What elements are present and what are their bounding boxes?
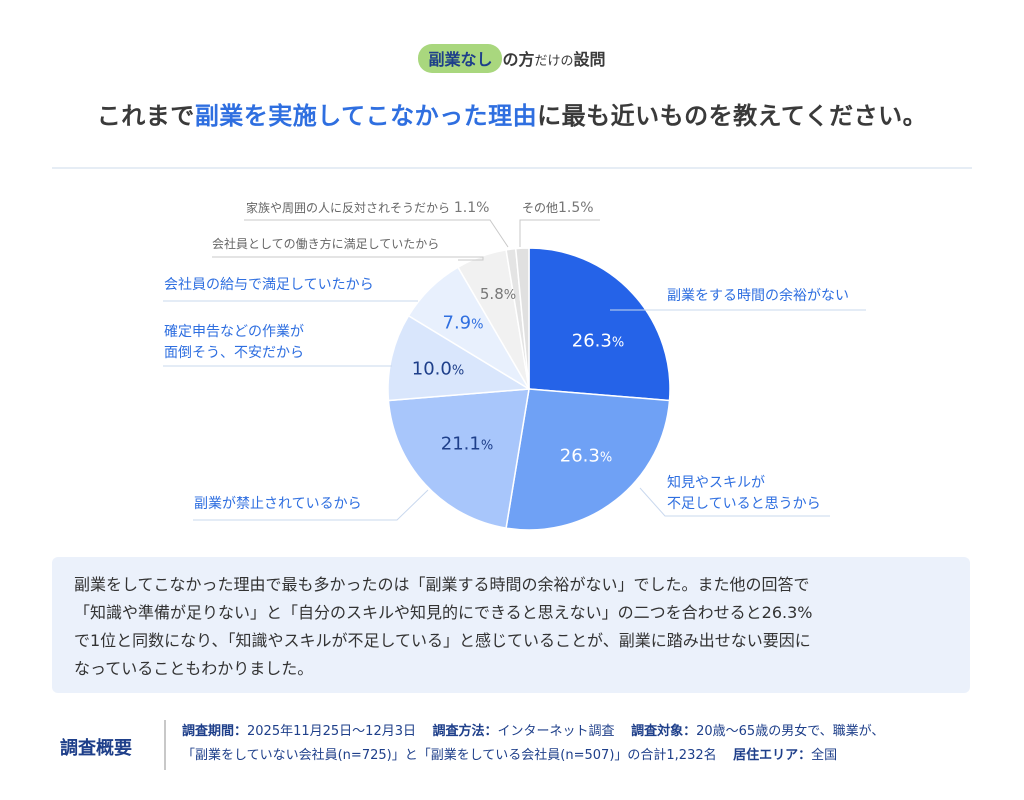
question-title: これまで副業を実施してこなかった理由に最も近いものを教えてください。 [0,96,1024,131]
value-salary: 7.9% [442,312,484,334]
pie-slice [505,388,671,531]
pie-slice [514,247,530,390]
period-label: 調査期間： [182,724,248,739]
leader-lines [163,219,866,521]
label-other: その他1.5% [522,198,594,218]
label-family-pct: 1.1% [453,200,490,216]
survey-overview: 調査概要 調査期間：2025年11月25日〜12月3日 調査方法：インターネット… [52,718,982,772]
summary-line: 「知識や準備が足りない」と「自分のスキルや知見的にできると思えない」の二つを合わ… [74,603,813,622]
target-label: 調査対象： [631,724,697,739]
label-skill-line1: 知見やスキルが [667,475,765,491]
title-prefix: これまで [96,102,195,130]
survey-separator [164,720,166,770]
label-family: 家族や周囲の人に反対されそうだから 1.1% [246,198,489,218]
header-divider [52,167,972,169]
label-tax-line1: 確定申告などの作業が [164,324,304,340]
label-salary: 会社員の給与で満足していたから [164,277,374,293]
no-side-job-pill: 副業なし [418,44,503,73]
label-tax-line2: 面倒そう、不安だから [164,345,304,361]
subhead-text-end: 設問 [573,50,606,69]
value-workstyle: 5.8% [479,285,517,303]
value-prohibited: 21.1% [440,433,494,455]
area-value: 全国 [811,748,838,763]
period-value: 2025年11月25日〜12月3日 [247,724,416,739]
method-value: インターネット調査 [497,724,615,739]
label-family-text: 家族や周囲の人に反対されそうだから [246,201,451,215]
title-suffix: に最も近いものを教えてください。 [537,102,928,130]
method-label: 調査方法： [432,724,498,739]
value-tax: 10.0% [411,358,465,380]
subhead-text: の方 [502,50,535,69]
subhead-text-small: だけの [534,54,574,69]
label-time: 副業をする時間の余裕がない [667,288,849,304]
label-other-text: その他 [522,201,559,215]
label-workstyle: 会社員としての働き方に満足していたから [212,237,440,251]
pie-svg [387,247,671,531]
label-skill-line2: 不足していると思うから [667,496,821,512]
value-time: 26.3% [571,330,625,352]
target-value: 20歳〜65歳の男女で、職業が、 [696,724,885,739]
title-highlight: 副業を実施してこなかった理由 [194,102,538,130]
question-target-header: 副業なし の方だけの設問 [0,44,1024,73]
pie-chart: 家族や周囲の人に反対されそうだから 1.1% その他1.5% 会社員としての働き… [163,198,866,531]
summary-line: なっていることもわかりました。 [74,659,314,678]
survey-body: 調査期間：2025年11月25日〜12月3日 調査方法：インターネット調査 調査… [182,720,884,768]
survey-title: 調査概要 [60,738,132,759]
summary-line: 副業をしてこなかった理由で最も多かったのは「副業する時間の余裕がない」でした。ま… [74,575,810,594]
pie-slice [387,314,532,402]
label-prohibited: 副業が禁止されているから [194,496,362,512]
label-other-pct: 1.5% [558,200,594,216]
summary-box: 副業をしてこなかった理由で最も多かったのは「副業する時間の余裕がない」でした。ま… [52,557,970,693]
summary-line: で1位と同数になり、「知識やスキルが不足している」と感じていることが、副業に踏み… [74,631,811,650]
target-value-line2: 「副業をしていない会社員(n=725)」と「副業をしている会社員(n=507)」… [182,748,717,763]
area-label: 居住エリア： [733,748,812,763]
pie-slice [528,247,671,402]
pie-slice [387,388,530,529]
value-skill: 26.3% [559,445,613,467]
